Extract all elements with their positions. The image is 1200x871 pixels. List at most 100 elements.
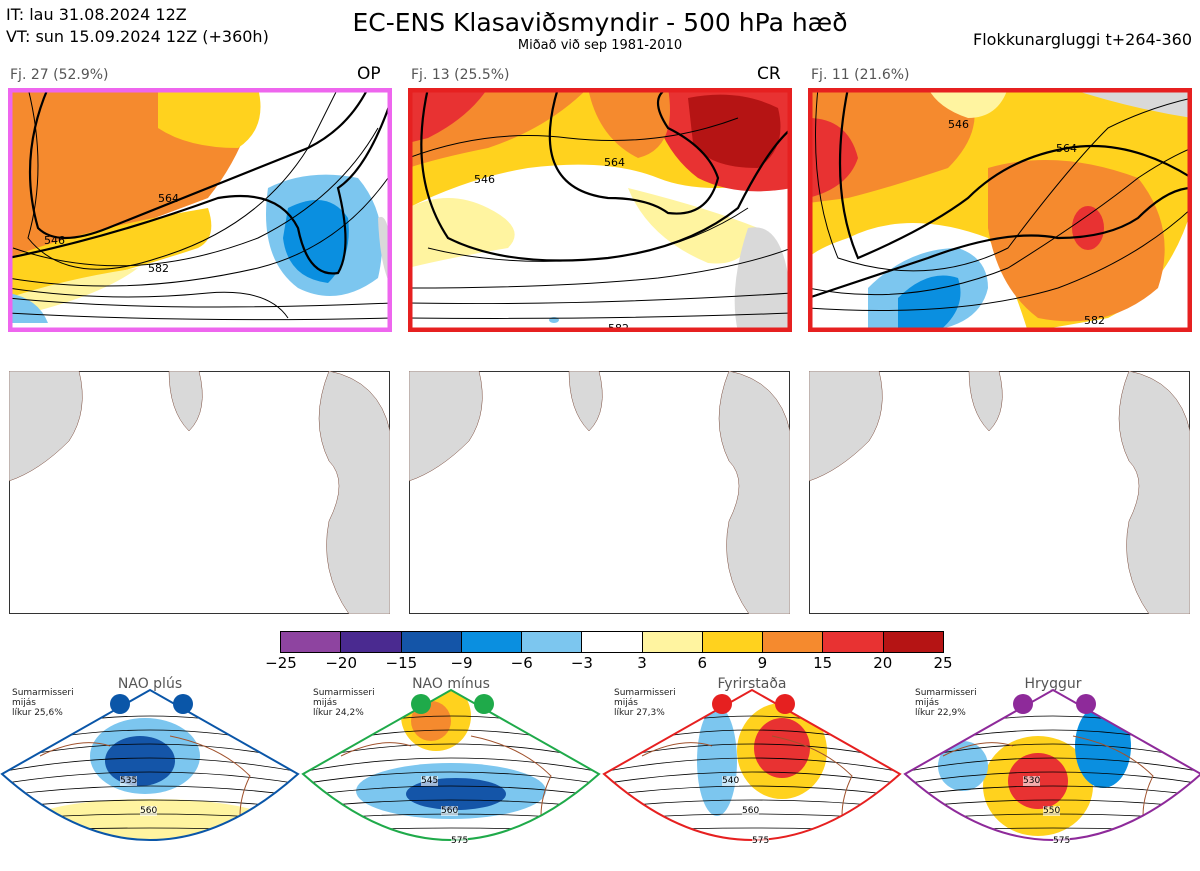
colorbar-bin <box>642 632 703 652</box>
header-left: IT: lau 31.08.2024 12Z VT: sun 15.09.202… <box>6 4 269 48</box>
regime-title: NAO plús <box>117 676 183 692</box>
colorbar-bin <box>582 632 643 652</box>
regime-dot <box>474 694 494 714</box>
height-contour <box>303 785 599 797</box>
regime-dot <box>173 694 193 714</box>
contour-label: 575 <box>451 836 469 846</box>
regime-dot <box>110 694 130 714</box>
height-contour <box>604 785 900 797</box>
colorbar-tick-label: 3 <box>637 654 647 672</box>
regime-probability: Sumarmisseri mijás líkur 25,6% <box>12 688 74 718</box>
regime-map <box>602 688 902 841</box>
contour-label: 546 <box>44 234 65 247</box>
contour-label: 564 <box>604 156 625 169</box>
colorbar-bin <box>883 632 943 652</box>
colorbar-bin <box>763 632 824 652</box>
regime-panel: NAO plús Sumarmisseri mijás líkur 25,6% 535 5… <box>0 676 300 870</box>
anomaly-area <box>105 736 175 786</box>
colorbar-tick-label: 9 <box>757 654 768 672</box>
height-contour <box>303 827 599 833</box>
regime-dot <box>712 694 732 714</box>
initial-time: IT: lau 31.08.2024 12Z <box>6 5 187 24</box>
colorbar-tick-label: −6 <box>510 654 533 672</box>
contour-label: 564 <box>158 192 179 205</box>
anomaly-area <box>938 741 988 791</box>
regime-panel: NAO mínus Sumarmisseri mijás líkur 24,2% 545… <box>301 676 601 870</box>
colorbar-bin <box>522 632 583 652</box>
cluster-frame <box>808 88 1192 332</box>
height-contour <box>604 771 900 785</box>
regime-panel: Hryggur Sumarmisseri mijás líkur 22,9% 530 55… <box>903 676 1200 870</box>
contour-label: 550 <box>1043 806 1061 816</box>
regime-probability: Sumarmisseri mijás líkur 27,3% <box>614 688 676 718</box>
colorbar-tick-label: −25 <box>265 654 297 672</box>
colorbar-bin <box>341 632 402 652</box>
regime-frame <box>0 688 300 841</box>
height-contour <box>604 827 900 833</box>
anomaly-area <box>697 706 737 816</box>
contour-label: 575 <box>752 836 770 846</box>
height-contour <box>905 757 1200 773</box>
colorbar-bin <box>702 632 764 652</box>
colorbar-tick-label: −15 <box>385 654 418 672</box>
colorbar-tick-label: 15 <box>813 654 833 672</box>
regime-probability: Sumarmisseri mijás líkur 24,2% <box>313 688 375 718</box>
land-map-2 <box>409 371 790 614</box>
height-contour <box>905 715 1200 737</box>
contour-label: 560 <box>140 806 158 816</box>
cluster-2-label: Fj. 13 (25.5%) <box>411 67 510 83</box>
height-contour <box>2 771 298 785</box>
colorbar-bin <box>461 632 523 652</box>
land-map-3 <box>809 371 1190 614</box>
colorbar-tick-label: −9 <box>450 654 473 672</box>
height-contour <box>905 785 1200 797</box>
regime-dot <box>1076 694 1096 714</box>
contour-label: 560 <box>742 806 760 816</box>
regime-dot <box>411 694 431 714</box>
colorbar-tick-label: −20 <box>325 654 357 672</box>
regime-map <box>0 688 300 841</box>
contour-label: 545 <box>421 776 439 786</box>
contour-label: 546 <box>474 173 495 186</box>
contour-label: 564 <box>1056 142 1077 155</box>
colorbar-tick-label: 25 <box>933 654 953 672</box>
cluster-1-label: Fj. 27 (52.9%) <box>10 67 109 83</box>
regime-map <box>903 688 1200 841</box>
anomaly-area <box>754 718 810 778</box>
regime-title: NAO mínus <box>412 676 490 692</box>
contour-label: 546 <box>948 118 969 131</box>
page-subtitle: Miðað við sep 1981-2010 <box>517 38 683 53</box>
cluster-map-1: 546 564 582 <box>8 88 392 332</box>
cluster-1-tag: OP <box>357 64 381 84</box>
height-contour <box>2 785 298 797</box>
cluster-3-label: Fj. 11 (21.6%) <box>811 67 910 83</box>
contour-label: 535 <box>120 776 138 786</box>
cluster-frame <box>408 88 792 332</box>
contour-label: 560 <box>441 806 459 816</box>
height-contour <box>905 771 1200 785</box>
colorbar <box>280 631 944 653</box>
contour-label: 582 <box>1084 314 1105 327</box>
regime-panel: Fyrirstaða Sumarmisseri mijás líkur 27,3% 54… <box>602 676 902 870</box>
contour-label: 530 <box>1023 776 1041 786</box>
regime-probability: Sumarmisseri mijás líkur 22,9% <box>915 688 977 718</box>
cluster-frame <box>8 88 392 332</box>
height-contour <box>604 757 900 773</box>
contour-label: 582 <box>608 322 629 332</box>
colorbar-tick-label: −3 <box>570 654 593 672</box>
height-contour <box>2 757 298 773</box>
regime-map <box>301 688 601 841</box>
cluster-map-3: 546 564 582 <box>808 88 1192 332</box>
regime-dot <box>775 694 795 714</box>
height-contour <box>303 757 599 773</box>
contour-label: 582 <box>148 262 169 275</box>
contour-label: 575 <box>1053 836 1071 846</box>
colorbar-bin <box>281 632 342 652</box>
contour-label: 540 <box>722 776 740 786</box>
colorbar-bin <box>401 632 462 652</box>
colorbar-tick-label: 6 <box>697 654 708 672</box>
cluster-map-2: 546 564 582 <box>408 88 792 332</box>
land-map-1 <box>9 371 390 614</box>
classification-window: Flokkunargluggi t+264-360 <box>973 30 1192 49</box>
cluster-2-tag: CR <box>757 64 781 84</box>
